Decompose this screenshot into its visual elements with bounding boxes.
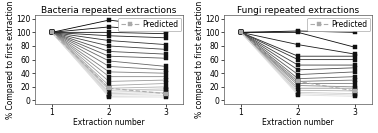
X-axis label: Extraction number: Extraction number xyxy=(73,119,145,127)
Predicted xyxy=(239,32,243,33)
Y-axis label: % compared to first extraction: % compared to first extraction xyxy=(195,1,204,118)
Predicted xyxy=(164,93,169,94)
Legend: Predicted: Predicted xyxy=(307,18,370,31)
Title: Fungi repeated extractions: Fungi repeated extractions xyxy=(237,6,359,14)
Predicted xyxy=(107,87,111,89)
Y-axis label: % Compared to first extraction: % Compared to first extraction xyxy=(6,0,15,119)
X-axis label: Extraction number: Extraction number xyxy=(262,119,334,127)
Predicted xyxy=(296,81,300,82)
Line: Predicted: Predicted xyxy=(50,31,168,95)
Predicted xyxy=(50,32,54,33)
Line: Predicted: Predicted xyxy=(239,31,357,93)
Legend: Predicted: Predicted xyxy=(118,18,181,31)
Title: Bacteria repeated extractions: Bacteria repeated extractions xyxy=(41,6,177,14)
Predicted xyxy=(353,90,358,92)
